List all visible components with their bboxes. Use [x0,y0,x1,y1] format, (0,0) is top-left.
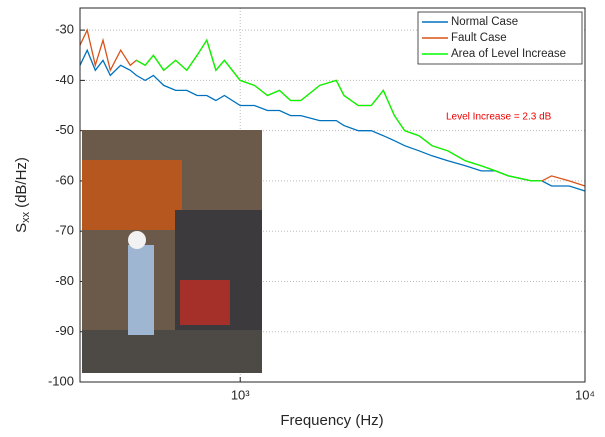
y-label-base: S [13,223,30,233]
legend-label: Fault Case [451,32,507,44]
photo-helmet [128,231,146,249]
y-tick-label: -60 [55,172,74,187]
photo-beam [82,160,182,230]
y-axis-label: Sxx (dB/Hz) [13,157,32,233]
y-tick-label: -50 [55,122,74,137]
y-tick-label: -70 [55,223,74,238]
x-axis-label: Frequency (Hz) [280,412,383,429]
photo-floor [82,330,262,373]
y-tick-label: -30 [55,22,74,37]
photo-red-part [180,280,230,325]
y-tick-label: -80 [55,273,74,288]
y-tick-label: -90 [55,323,74,338]
y-tick-label: -100 [48,373,74,388]
annotation: Level Increase = 2.3 dB [446,112,552,123]
photo-worker [128,245,154,335]
x-tick-label: 10³ [231,387,250,402]
series-line [79,48,586,192]
x-tick-label: 10⁴ [575,387,595,402]
y-label-unit: (dB/Hz) [13,157,30,208]
legend-label: Area of Level Increase [451,48,566,60]
series-line [136,38,542,182]
y-label-sub: xx [20,211,32,223]
frame [79,7,586,383]
photo-inset [82,130,262,373]
legend-label: Normal Case [451,16,518,28]
y-tick-label: -40 [55,72,74,87]
